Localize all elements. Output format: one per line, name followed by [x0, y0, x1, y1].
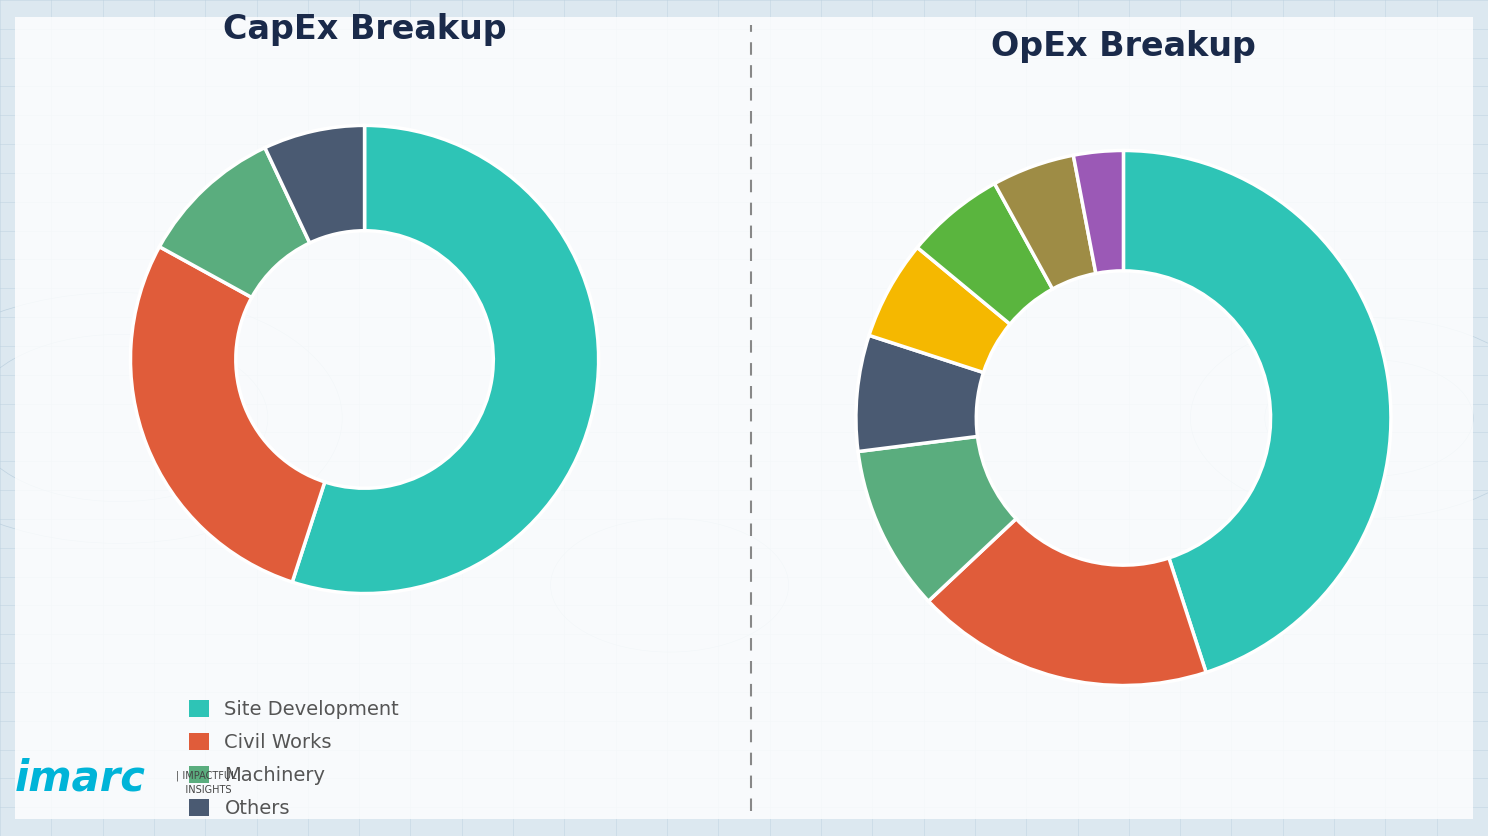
- Wedge shape: [265, 125, 365, 243]
- Title: CapEx Breakup: CapEx Breakup: [223, 13, 506, 46]
- Wedge shape: [917, 184, 1052, 324]
- Wedge shape: [159, 148, 310, 298]
- Wedge shape: [1073, 150, 1123, 273]
- Wedge shape: [292, 125, 598, 594]
- Wedge shape: [994, 155, 1095, 289]
- Wedge shape: [856, 335, 984, 451]
- Wedge shape: [1123, 150, 1391, 672]
- Wedge shape: [131, 247, 324, 582]
- Wedge shape: [929, 518, 1207, 686]
- Title: OpEx Breakup: OpEx Breakup: [991, 30, 1256, 63]
- Wedge shape: [859, 436, 1016, 601]
- Text: imarc: imarc: [15, 757, 146, 799]
- Text: | IMPACTFUL
   INSIGHTS: | IMPACTFUL INSIGHTS: [176, 770, 237, 794]
- Wedge shape: [869, 247, 1010, 373]
- Legend: Site Development, Civil Works, Machinery, Others: Site Development, Civil Works, Machinery…: [189, 700, 399, 818]
